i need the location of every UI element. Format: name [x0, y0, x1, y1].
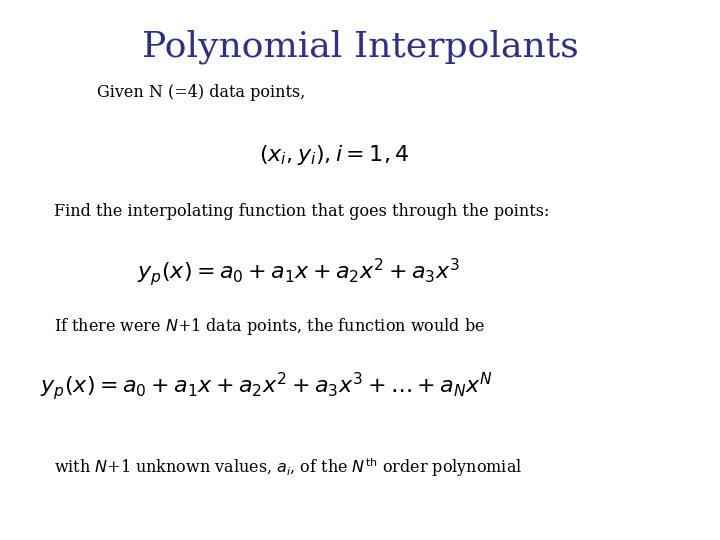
Text: with $\mathit{N}$+1 unknown values, $a_i$, of the $\mathit{N}^{\mathrm{th}}$ ord: with $\mathit{N}$+1 unknown values, $a_i… [54, 456, 522, 479]
Text: Polynomial Interpolants: Polynomial Interpolants [142, 30, 578, 64]
Text: $(x_i, y_i), i = 1, 4$: $(x_i, y_i), i = 1, 4$ [259, 143, 410, 167]
Text: Find the interpolating function that goes through the points:: Find the interpolating function that goe… [54, 202, 549, 219]
Text: $y_p(x) = a_0 + a_1 x + a_2 x^2 + a_3 x^3$: $y_p(x) = a_0 + a_1 x + a_2 x^2 + a_3 x^… [137, 256, 460, 288]
Text: $y_p(x) = a_0 + a_1 x + a_2 x^2 + a_3 x^3 + \ldots + a_N x^N$: $y_p(x) = a_0 + a_1 x + a_2 x^2 + a_3 x^… [40, 370, 492, 402]
Text: If there were $\mathit{N}$+1 data points, the function would be: If there were $\mathit{N}$+1 data points… [54, 316, 485, 337]
Text: Given N (=4) data points,: Given N (=4) data points, [97, 84, 305, 100]
